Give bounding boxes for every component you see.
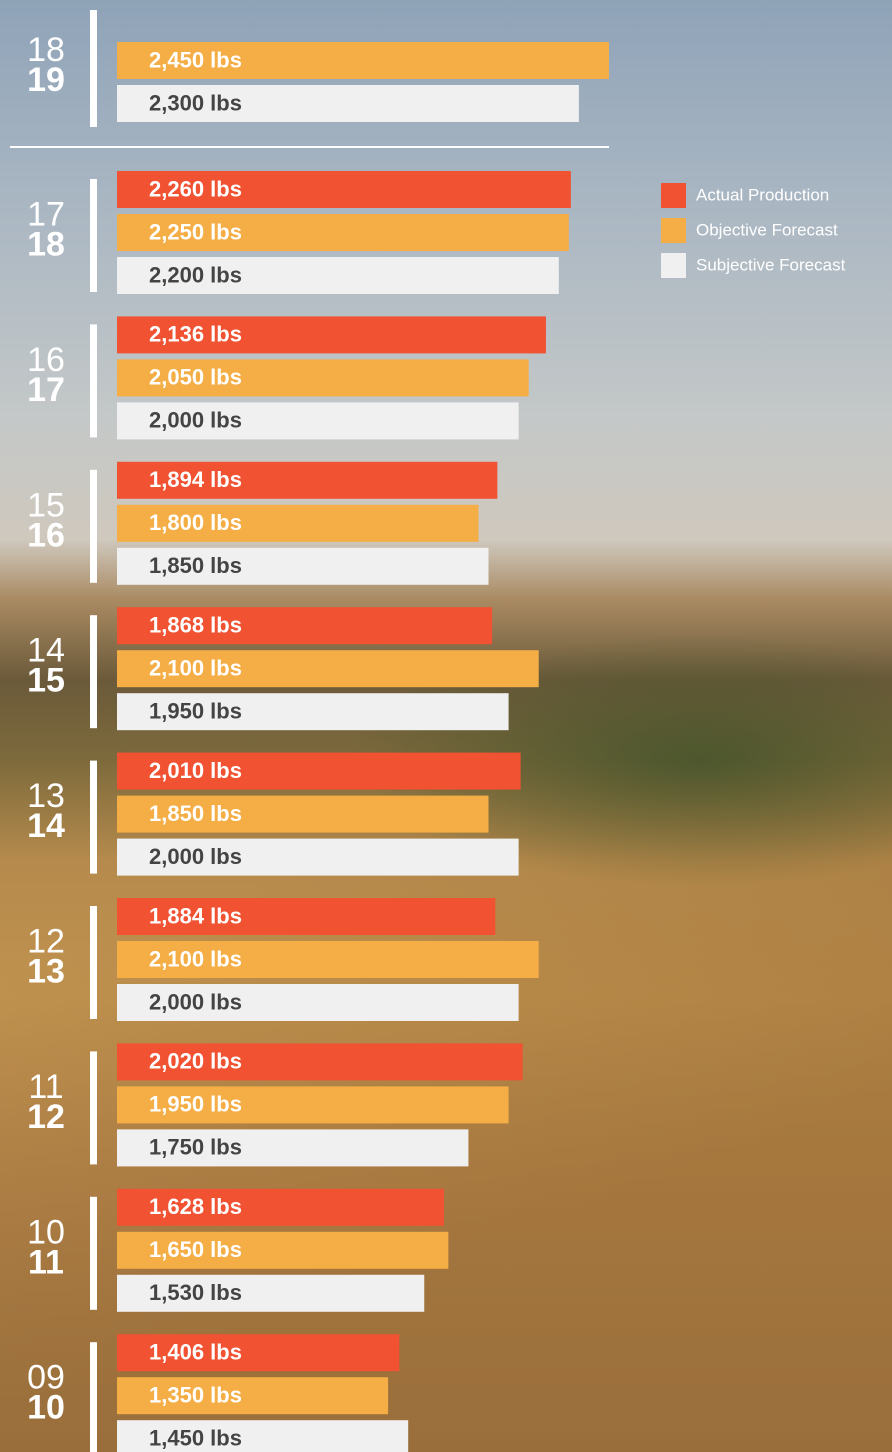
category-bottom: 15 — [27, 662, 65, 700]
bar — [117, 607, 493, 645]
bar — [117, 504, 479, 542]
bar — [117, 1334, 400, 1372]
category-top: 10 — [27, 1213, 65, 1251]
category-bottom: 19 — [27, 61, 65, 99]
category-bottom: 14 — [27, 807, 65, 845]
bar — [117, 1043, 523, 1081]
value-label: 1,884 lbs — [149, 903, 242, 928]
value-label: 2,050 lbs — [149, 365, 242, 390]
value-label: 1,950 lbs — [149, 699, 242, 724]
value-label: 1,950 lbs — [149, 1092, 242, 1117]
legend-label: Subjective Forecast — [696, 255, 846, 274]
value-label: 2,136 lbs — [149, 322, 242, 347]
legend-label: Objective Forecast — [696, 220, 838, 239]
value-label: 2,100 lbs — [149, 656, 242, 681]
bar — [117, 1420, 409, 1452]
category-top: 09 — [27, 1359, 65, 1397]
bar — [117, 85, 579, 122]
bar — [117, 693, 509, 731]
value-label: 1,406 lbs — [149, 1340, 242, 1365]
group-bar — [90, 10, 97, 127]
category-top: 12 — [27, 922, 65, 960]
bar — [117, 359, 529, 397]
value-label: 1,850 lbs — [149, 553, 242, 578]
bar — [117, 898, 496, 935]
group-bar — [90, 179, 97, 292]
value-label: 2,000 lbs — [149, 844, 242, 869]
bar — [117, 1377, 389, 1415]
bar — [117, 547, 489, 585]
value-label: 2,250 lbs — [149, 219, 242, 244]
category-bottom: 13 — [27, 952, 65, 990]
group-bar — [90, 615, 97, 729]
bar — [117, 316, 546, 354]
value-label: 2,010 lbs — [149, 758, 242, 783]
bar — [117, 214, 569, 251]
bar — [117, 42, 609, 79]
value-label: 2,450 lbs — [149, 47, 242, 72]
value-label: 2,000 lbs — [149, 989, 242, 1014]
value-label: 2,020 lbs — [149, 1049, 242, 1074]
value-label: 1,800 lbs — [149, 510, 242, 535]
category-bottom: 11 — [28, 1243, 64, 1281]
value-label: 1,350 lbs — [149, 1383, 242, 1408]
group-bar — [90, 760, 97, 874]
bar — [117, 984, 519, 1021]
group-bar — [90, 469, 97, 583]
value-label: 1,628 lbs — [149, 1194, 242, 1219]
bar — [117, 1129, 469, 1167]
group-bar — [90, 1196, 97, 1310]
value-label: 1,650 lbs — [149, 1237, 242, 1262]
bar — [117, 1274, 425, 1312]
category-bottom: 17 — [27, 371, 65, 409]
bar — [117, 1231, 449, 1269]
value-label: 2,260 lbs — [149, 176, 242, 201]
bar — [117, 171, 571, 208]
bar — [117, 650, 539, 688]
value-label: 1,868 lbs — [149, 613, 242, 638]
category-bottom: 18 — [27, 225, 65, 263]
bar — [117, 941, 539, 978]
legend-swatch — [661, 183, 686, 208]
category-bottom: 16 — [27, 516, 65, 554]
category-top: 16 — [27, 341, 65, 379]
category-bottom: 10 — [27, 1389, 65, 1427]
value-label: 2,000 lbs — [149, 408, 242, 433]
category-top: 14 — [27, 632, 65, 670]
value-label: 2,100 lbs — [149, 946, 242, 971]
value-label: 1,750 lbs — [149, 1135, 242, 1160]
bar — [117, 402, 519, 440]
value-label: 2,200 lbs — [149, 262, 242, 287]
category-bottom: 12 — [27, 1098, 65, 1136]
category-top: 11 — [28, 1068, 63, 1106]
bar — [117, 1086, 509, 1124]
category-top: 13 — [27, 777, 65, 815]
value-label: 1,850 lbs — [149, 801, 242, 826]
bar — [117, 1188, 444, 1226]
legend-label: Actual Production — [696, 185, 829, 204]
value-label: 1,450 lbs — [149, 1426, 242, 1451]
legend-swatch — [661, 218, 686, 243]
bar — [117, 257, 559, 294]
category-top: 15 — [27, 486, 65, 524]
value-label: 1,530 lbs — [149, 1280, 242, 1305]
value-label: 1,894 lbs — [149, 467, 242, 492]
value-label: 2,300 lbs — [149, 90, 242, 115]
category-top: 17 — [27, 195, 65, 233]
group-bar — [90, 1051, 97, 1165]
bar — [117, 795, 489, 833]
group-bar — [90, 906, 97, 1019]
bar — [117, 752, 521, 790]
category-top: 18 — [27, 31, 65, 69]
bar — [117, 461, 498, 499]
group-bar — [90, 1342, 97, 1452]
group-bar — [90, 324, 97, 438]
bar — [117, 838, 519, 876]
legend-swatch — [661, 253, 686, 278]
